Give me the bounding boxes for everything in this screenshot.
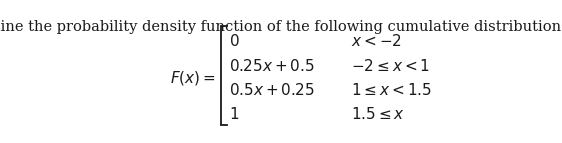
Text: Determine the probability density function of the following cumulative distribut: Determine the probability density functi… [0, 20, 562, 34]
Text: $1$: $1$ [229, 106, 239, 122]
Text: $0$: $0$ [229, 33, 240, 49]
Text: $F(x) =$: $F(x) =$ [170, 69, 216, 87]
Text: $1 \leq x < 1.5$: $1 \leq x < 1.5$ [351, 82, 432, 98]
Text: $x < -2$: $x < -2$ [351, 33, 402, 49]
Text: $0.25x + 0.5$: $0.25x + 0.5$ [229, 58, 315, 74]
Text: $-2 \leq x < 1$: $-2 \leq x < 1$ [351, 58, 430, 74]
Text: $0.5x + 0.25$: $0.5x + 0.25$ [229, 82, 315, 98]
Text: $1.5 \leq x$: $1.5 \leq x$ [351, 106, 405, 122]
